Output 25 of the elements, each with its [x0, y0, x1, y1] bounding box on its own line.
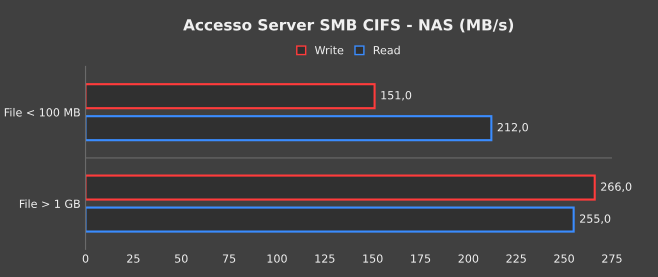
x-tick-label: 0 — [82, 254, 88, 263]
x-tick-label: 250 — [554, 254, 574, 263]
x-tick-label: 225 — [506, 254, 526, 263]
x-tick-label: 175 — [411, 254, 430, 263]
bar — [86, 115, 492, 142]
data-label: 212,0 — [498, 123, 528, 133]
x-tick-label: 200 — [458, 254, 478, 263]
x-tick-label: 75 — [222, 254, 236, 263]
x-tick-label: 50 — [175, 254, 188, 263]
data-label: 151,0 — [381, 91, 412, 101]
bar — [86, 206, 575, 233]
x-tick-label: 100 — [268, 254, 287, 263]
legend-label: Read — [374, 46, 400, 54]
data-label: 266,0 — [601, 182, 632, 192]
x-tick-label: 150 — [363, 254, 383, 263]
x-tick-label: 125 — [315, 254, 334, 263]
bar — [86, 174, 596, 201]
x-tick-label: 275 — [602, 254, 622, 263]
data-label: 255,0 — [580, 214, 610, 224]
y-tick-label: File < 100 MB — [4, 108, 80, 117]
legend-label: Write — [314, 46, 344, 54]
x-tick-label: 25 — [127, 254, 140, 263]
bar — [86, 83, 376, 110]
y-tick-label: File > 1 GB — [20, 199, 80, 208]
chart-title: Accesso Server SMB CIFS - NAS (MB/s) — [183, 18, 514, 32]
